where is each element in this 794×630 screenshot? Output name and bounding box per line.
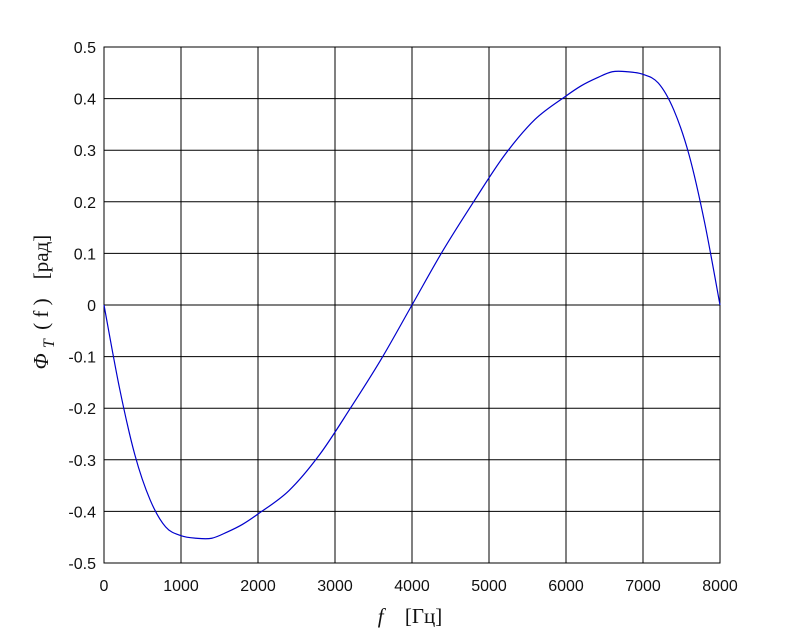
- y-axis-argument: ( f ): [29, 298, 53, 329]
- y-tick-label: -0.2: [68, 401, 96, 418]
- x-tick-label: 8000: [702, 578, 738, 595]
- x-tick-label: 0: [100, 578, 109, 595]
- x-tick-label: 4000: [394, 578, 430, 595]
- y-tick-label: -0.1: [68, 350, 96, 367]
- y-axis-ticks: 0.5 0.4 0.3 0.2 0.1 0 -0.1 -0.2 -0.3 -0.4 -0.5: [68, 40, 96, 573]
- y-axis-subscript: T: [41, 338, 58, 348]
- x-axis-ticks: 0 1000 2000 3000 4000 5000 6000 7000 8000: [100, 578, 738, 595]
- x-axis-label: f [Гц]: [378, 604, 442, 628]
- x-tick-label: 7000: [625, 578, 661, 595]
- y-tick-label: 0.4: [74, 92, 96, 109]
- x-tick-label: 2000: [240, 578, 276, 595]
- series-line: [103, 70, 721, 540]
- y-tick-label: -0.3: [68, 453, 96, 470]
- y-tick-label: 0.5: [74, 40, 96, 57]
- x-tick-label: 6000: [548, 578, 584, 595]
- x-axis-symbol: f: [378, 604, 387, 628]
- y-tick-label: 0.2: [74, 195, 96, 212]
- y-tick-label: 0.3: [74, 143, 96, 160]
- grid: [103, 46, 721, 564]
- y-tick-label: 0: [87, 298, 96, 315]
- y-axis-unit: [рад]: [29, 235, 53, 280]
- y-tick-label: -0.4: [68, 504, 96, 521]
- y-axis-symbol: Φ: [29, 353, 53, 369]
- x-tick-label: 1000: [163, 578, 199, 595]
- x-tick-label: 5000: [471, 578, 507, 595]
- y-axis-label: Φ T ( f ) [рад]: [29, 235, 59, 370]
- y-tick-label: 0.1: [74, 246, 96, 263]
- x-tick-label: 3000: [317, 578, 353, 595]
- x-axis-unit: [Гц]: [405, 604, 442, 628]
- y-tick-label: -0.5: [68, 556, 96, 573]
